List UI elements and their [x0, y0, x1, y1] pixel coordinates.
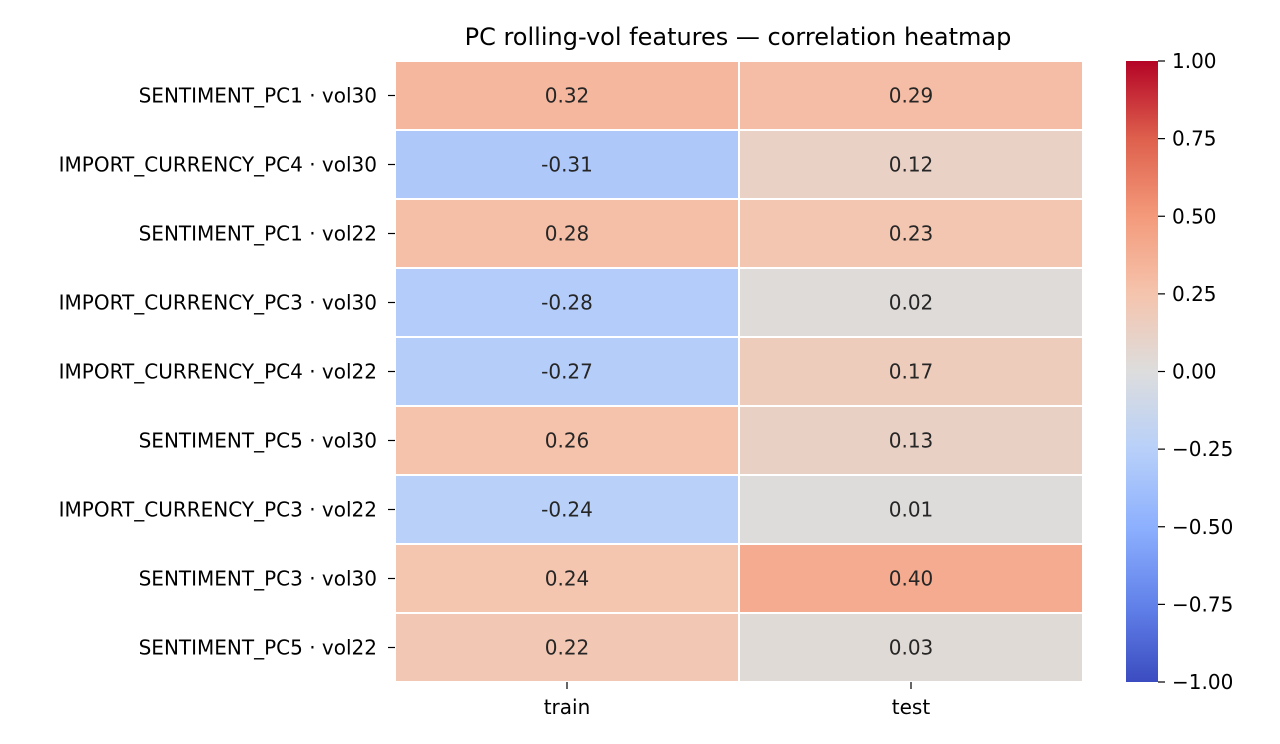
- cell-value-label: -0.27: [541, 360, 593, 384]
- heatmap-cell: [394, 129, 740, 200]
- cell-value-label: 0.29: [889, 84, 934, 108]
- heatmap-cell: [738, 129, 1084, 200]
- colorbar-tick-label: −0.75: [1172, 592, 1233, 616]
- cell-value-label: -0.31: [541, 153, 593, 177]
- row-tick-label: SENTIMENT_PC5 · vol30: [139, 429, 377, 453]
- cell-value-label: 0.26: [545, 429, 590, 453]
- colorbar-tick-label: −0.25: [1172, 437, 1233, 461]
- cell-value-label: -0.24: [541, 498, 593, 522]
- row-tick-label: SENTIMENT_PC5 · vol22: [139, 636, 377, 660]
- colorbar-gradient: [1126, 61, 1158, 682]
- column-tick-label: test: [892, 695, 931, 719]
- heatmap-cells: [394, 60, 1084, 683]
- cell-value-label: 0.02: [889, 291, 934, 315]
- colorbar-tick-label: 0.00: [1172, 360, 1217, 384]
- row-tick-label: SENTIMENT_PC1 · vol30: [139, 84, 377, 108]
- heatmap-cell: [738, 198, 1084, 269]
- heatmap-cell: [738, 336, 1084, 407]
- row-tick-label: IMPORT_CURRENCY_PC4 · vol22: [59, 360, 377, 384]
- heatmap-cell: [738, 543, 1084, 614]
- heatmap-cell: [738, 267, 1084, 338]
- cell-value-label: 0.13: [889, 429, 934, 453]
- row-tick-labels: SENTIMENT_PC1 · vol30 IMPORT_CURRENCY_PC4…: [59, 84, 395, 660]
- column-tick-label: train: [544, 695, 591, 719]
- heatmap-cell: [738, 474, 1084, 545]
- column-tick-labels: train test: [544, 682, 931, 719]
- chart-title: PC rolling-vol features — correlation he…: [465, 23, 1012, 51]
- cell-value-label: 0.17: [889, 360, 934, 384]
- colorbar: 1.00 0.75 0.50 0.25 0.00 −0.25 −0.50 −0.75 −1.00: [1126, 49, 1233, 694]
- cell-value-label: -0.28: [541, 291, 593, 315]
- heatmap-cell: [738, 612, 1084, 683]
- cell-value-label: 0.03: [889, 636, 934, 660]
- row-tick-label: IMPORT_CURRENCY_PC3 · vol30: [59, 291, 377, 315]
- colorbar-tick-label: −0.50: [1172, 515, 1233, 539]
- colorbar-tick-label: −1.00: [1172, 670, 1233, 694]
- cell-value-label: 0.23: [889, 222, 934, 246]
- heatmap-cell: [394, 60, 740, 131]
- row-tick-label: SENTIMENT_PC1 · vol22: [139, 222, 377, 246]
- heatmap-cell: [738, 405, 1084, 476]
- heatmap-cell: [738, 60, 1084, 131]
- colorbar-tick-label: 1.00: [1172, 49, 1217, 73]
- colorbar-tick-label: 0.25: [1172, 282, 1217, 306]
- row-tick-label: IMPORT_CURRENCY_PC4 · vol30: [59, 153, 377, 177]
- cell-value-label: 0.24: [545, 567, 590, 591]
- cell-value-label: 0.40: [889, 567, 934, 591]
- row-tick-label: SENTIMENT_PC3 · vol30: [139, 567, 377, 591]
- heatmap-cell-labels: 0.32 0.29 -0.31 0.12 0.28 0.23 -0.28 0.02 -0.27 0…: [541, 84, 933, 660]
- row-tick-label: IMPORT_CURRENCY_PC3 · vol22: [59, 498, 377, 522]
- cell-value-label: 0.01: [889, 498, 934, 522]
- colorbar-tick-label: 0.75: [1172, 127, 1217, 151]
- cell-value-label: 0.12: [889, 153, 934, 177]
- cell-value-label: 0.28: [545, 222, 590, 246]
- cell-value-label: 0.32: [545, 84, 590, 108]
- cell-value-label: 0.22: [545, 636, 590, 660]
- colorbar-tick-label: 0.50: [1172, 204, 1217, 228]
